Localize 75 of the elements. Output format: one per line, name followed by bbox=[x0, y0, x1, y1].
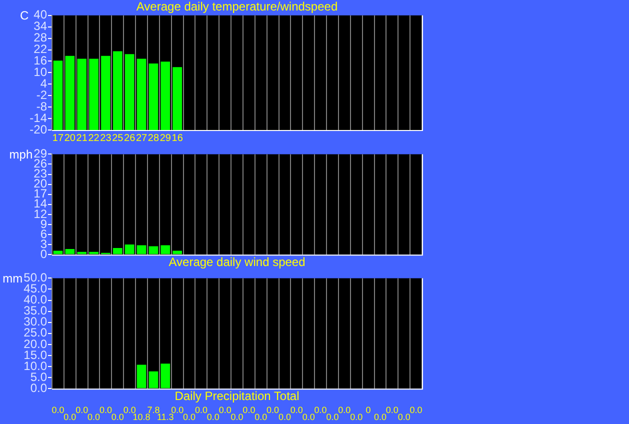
x-tick-label: 29 bbox=[160, 132, 172, 144]
bar bbox=[172, 250, 182, 254]
y-tick-label: 16 bbox=[34, 54, 48, 68]
data-label: 0.0 bbox=[254, 412, 268, 422]
data-label: 0.0 bbox=[290, 404, 303, 415]
bar bbox=[65, 56, 75, 130]
data-label: 0.0 bbox=[374, 412, 386, 422]
data-label: 0.0 bbox=[230, 412, 244, 422]
x-axis-title: Daily Precipitation Total bbox=[174, 389, 300, 404]
data-label: 0.0 bbox=[64, 412, 76, 422]
data-label: 0.0 bbox=[242, 404, 256, 415]
bar bbox=[148, 64, 158, 130]
bar bbox=[160, 245, 170, 254]
bar bbox=[112, 51, 122, 130]
bar bbox=[136, 58, 146, 130]
bar bbox=[148, 246, 158, 254]
data-label: 0.0 bbox=[326, 412, 339, 422]
data-label: 0.0 bbox=[99, 404, 112, 415]
data-label: 0.0 bbox=[218, 404, 232, 415]
x-tick-label: 26 bbox=[124, 132, 136, 144]
bar bbox=[53, 60, 63, 130]
x-tick-label: 22 bbox=[88, 132, 100, 144]
data-label: 0.0 bbox=[386, 404, 398, 415]
x-axis-title: Average daily wind speed bbox=[168, 255, 306, 270]
data-label: 0.0 bbox=[410, 404, 422, 415]
x-tick-label: 25 bbox=[112, 132, 124, 144]
data-label: 0.0 bbox=[194, 404, 208, 415]
y-axis-title: C bbox=[20, 8, 29, 23]
data-label: 0.0 bbox=[88, 412, 100, 422]
bar bbox=[65, 249, 75, 254]
bar bbox=[77, 58, 86, 130]
data-label: 0.0 bbox=[314, 404, 327, 415]
data-label: 0.0 bbox=[398, 412, 410, 422]
bar bbox=[160, 62, 170, 130]
bar bbox=[89, 58, 98, 130]
data-label: 0.0 bbox=[206, 412, 220, 422]
data-label: 0.0 bbox=[123, 404, 136, 415]
y-tick-label: -8 bbox=[36, 99, 48, 114]
x-tick-label: 23 bbox=[100, 132, 112, 144]
data-label: 0.0 bbox=[111, 412, 124, 422]
data-label: 0.0 bbox=[76, 404, 88, 415]
x-tick-label: 21 bbox=[76, 132, 88, 144]
data-label: 0 bbox=[366, 404, 371, 415]
bar bbox=[172, 67, 182, 130]
bar bbox=[124, 54, 134, 130]
y-tick-label: 34 bbox=[34, 19, 48, 34]
bar bbox=[101, 56, 110, 130]
bar bbox=[112, 248, 122, 254]
data-label: 0.0 bbox=[302, 412, 315, 422]
y-tick-label: -20 bbox=[30, 122, 48, 136]
y-tick-label: -2 bbox=[36, 88, 48, 102]
data-label: 0.0 bbox=[278, 412, 291, 422]
data-label: 0.0 bbox=[350, 412, 363, 422]
x-tick-label: 17 bbox=[52, 132, 64, 144]
y-axis-title: mm bbox=[2, 272, 23, 286]
x-tick-label: 16 bbox=[172, 132, 184, 144]
bar bbox=[136, 364, 146, 388]
y-tick-label: 40 bbox=[34, 8, 48, 22]
data-label: 0.0 bbox=[52, 404, 64, 415]
x-tick-label: 28 bbox=[148, 132, 160, 144]
x-tick-label: 20 bbox=[64, 132, 76, 144]
y-tick-label: -14 bbox=[30, 110, 48, 125]
data-label: 0.0 bbox=[266, 404, 280, 415]
bar bbox=[160, 364, 170, 388]
x-tick-label: 27 bbox=[136, 132, 148, 144]
chart-title: Average daily temperature/windspeed bbox=[136, 0, 338, 14]
y-tick-label: 22 bbox=[34, 42, 48, 56]
y-axis-title: mph bbox=[9, 148, 33, 162]
data-label: 0.0 bbox=[171, 404, 184, 415]
y-tick-label: 28 bbox=[34, 30, 48, 45]
bar bbox=[136, 245, 146, 254]
bar bbox=[124, 244, 134, 254]
bar bbox=[148, 371, 158, 388]
data-label: 0.0 bbox=[183, 412, 196, 422]
data-label: 0.0 bbox=[338, 404, 351, 415]
